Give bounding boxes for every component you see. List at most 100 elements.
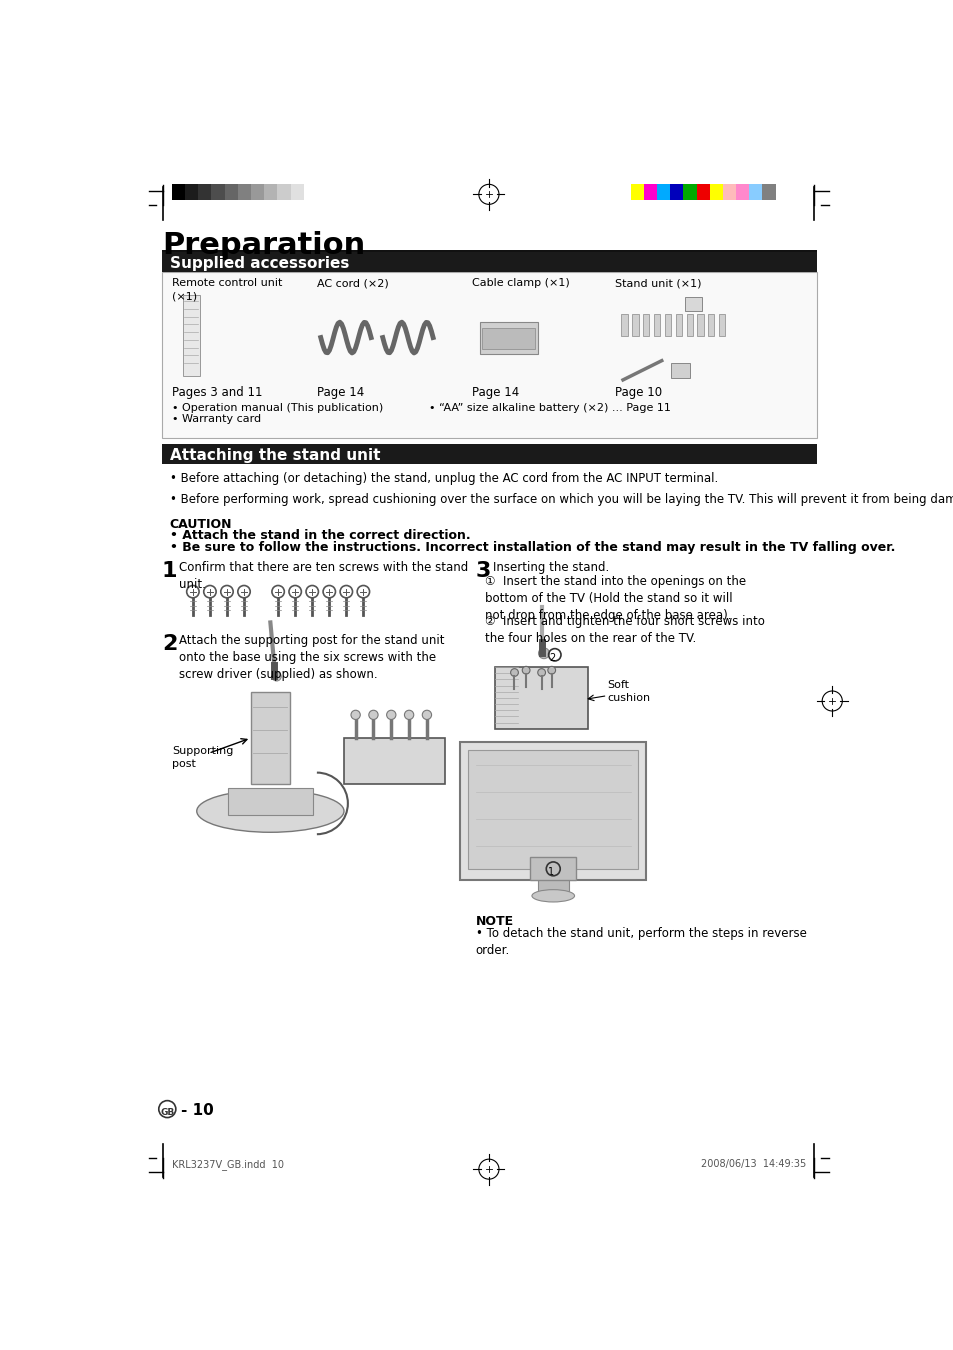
Circle shape xyxy=(351,710,360,720)
Ellipse shape xyxy=(532,890,574,902)
Bar xyxy=(632,315,638,336)
Bar xyxy=(251,184,264,201)
Text: • Warranty card: • Warranty card xyxy=(172,414,261,424)
Text: - 10: - 10 xyxy=(181,1103,213,1118)
Circle shape xyxy=(537,648,549,659)
Bar xyxy=(664,315,670,336)
Circle shape xyxy=(272,672,281,680)
Text: Stand unit (×1): Stand unit (×1) xyxy=(615,278,701,289)
Bar xyxy=(642,315,649,336)
Text: ①  Insert the stand into the openings on the
bottom of the TV (Hold the stand so: ① Insert the stand into the openings on … xyxy=(484,575,745,622)
Bar xyxy=(670,184,682,201)
Bar xyxy=(696,184,709,201)
Text: NOTE: NOTE xyxy=(476,915,514,927)
Bar xyxy=(162,250,816,252)
Bar xyxy=(654,315,659,336)
Ellipse shape xyxy=(196,790,344,833)
Bar xyxy=(686,315,692,336)
Bar xyxy=(697,315,703,336)
Bar xyxy=(495,667,587,729)
Text: Confirm that there are ten screws with the stand
unit.: Confirm that there are ten screws with t… xyxy=(179,560,468,591)
Bar xyxy=(303,184,316,201)
Text: 2: 2 xyxy=(162,634,177,653)
Text: Soft
cushion: Soft cushion xyxy=(607,680,650,703)
Text: 1: 1 xyxy=(547,867,554,878)
Bar xyxy=(162,273,816,437)
Circle shape xyxy=(386,710,395,720)
Bar xyxy=(198,184,212,201)
Text: • Before performing work, spread cushioning over the surface on which you will b: • Before performing work, spread cushion… xyxy=(170,493,953,506)
Text: • Before attaching (or detaching) the stand, unplug the AC cord from the AC INPU: • Before attaching (or detaching) the st… xyxy=(170,471,717,485)
Bar xyxy=(630,184,643,201)
Bar xyxy=(183,296,199,377)
Circle shape xyxy=(537,668,545,676)
Bar xyxy=(481,328,535,350)
Text: Supporting
post: Supporting post xyxy=(172,745,233,769)
Text: ②  Insert and tighten the four short screws into
the four holes on the rear of t: ② Insert and tighten the four short scre… xyxy=(484,614,764,645)
Text: Supplied accessories: Supplied accessories xyxy=(170,256,349,271)
Text: Page 10: Page 10 xyxy=(615,386,661,400)
Bar xyxy=(228,788,313,815)
Bar xyxy=(185,184,198,201)
Bar xyxy=(459,741,645,880)
Bar xyxy=(172,184,185,201)
Text: Remote control unit
(×1): Remote control unit (×1) xyxy=(172,278,282,301)
Bar xyxy=(736,184,748,201)
Text: CAUTION: CAUTION xyxy=(170,518,232,531)
Text: Cable clamp (×1): Cable clamp (×1) xyxy=(472,278,569,289)
Bar xyxy=(657,184,670,201)
Bar xyxy=(237,184,251,201)
Text: KRL3237V_GB.indd  10: KRL3237V_GB.indd 10 xyxy=(172,1160,284,1170)
Bar xyxy=(277,184,291,201)
Ellipse shape xyxy=(613,298,656,316)
Text: AC cord (×2): AC cord (×2) xyxy=(316,278,388,289)
Text: 2008/06/13  14:49:35: 2008/06/13 14:49:35 xyxy=(700,1160,805,1169)
Circle shape xyxy=(404,710,414,720)
Text: Page 14: Page 14 xyxy=(472,386,518,400)
Bar xyxy=(530,857,576,880)
Circle shape xyxy=(547,667,555,674)
Text: GB: GB xyxy=(160,1108,174,1116)
Text: 1: 1 xyxy=(162,560,177,580)
Bar xyxy=(162,444,816,464)
Bar xyxy=(344,738,444,784)
Text: Preparation: Preparation xyxy=(162,231,365,261)
Bar xyxy=(707,315,714,336)
Bar xyxy=(719,315,724,336)
Text: Inserting the stand.: Inserting the stand. xyxy=(493,560,608,574)
Bar xyxy=(537,879,568,894)
Bar xyxy=(224,184,237,201)
Circle shape xyxy=(521,667,530,674)
Bar xyxy=(620,315,627,336)
Bar xyxy=(479,323,537,355)
Text: Attaching the stand unit: Attaching the stand unit xyxy=(170,448,379,463)
Bar xyxy=(251,691,290,784)
Bar xyxy=(670,363,690,378)
Circle shape xyxy=(422,710,431,720)
Bar xyxy=(212,184,224,201)
Text: 3: 3 xyxy=(476,560,491,580)
Text: 2: 2 xyxy=(549,653,555,663)
Bar xyxy=(643,184,657,201)
Text: Page 14: Page 14 xyxy=(316,386,364,400)
Circle shape xyxy=(510,668,517,676)
Bar xyxy=(264,184,277,201)
Bar xyxy=(162,252,816,273)
Bar xyxy=(722,184,736,201)
Bar xyxy=(761,184,775,201)
Text: Attach the supporting post for the stand unit
onto the base using the six screws: Attach the supporting post for the stand… xyxy=(179,634,444,680)
Bar xyxy=(709,184,722,201)
Text: • Attach the stand in the correct direction.: • Attach the stand in the correct direct… xyxy=(170,528,470,541)
Bar xyxy=(675,315,681,336)
Bar xyxy=(468,749,638,869)
Text: • Operation manual (This publication): • Operation manual (This publication) xyxy=(172,404,383,413)
Text: • To detach the stand unit, perform the steps in reverse
order.: • To detach the stand unit, perform the … xyxy=(476,927,806,957)
Bar xyxy=(684,297,701,310)
Text: • “AA” size alkaline battery (×2) ... Page 11: • “AA” size alkaline battery (×2) ... Pa… xyxy=(429,404,670,413)
Bar xyxy=(748,184,761,201)
Circle shape xyxy=(369,710,377,720)
Text: • Be sure to follow the instructions. Incorrect installation of the stand may re: • Be sure to follow the instructions. In… xyxy=(170,541,894,554)
Bar xyxy=(291,184,303,201)
Text: Pages 3 and 11: Pages 3 and 11 xyxy=(172,386,262,400)
Bar xyxy=(682,184,696,201)
